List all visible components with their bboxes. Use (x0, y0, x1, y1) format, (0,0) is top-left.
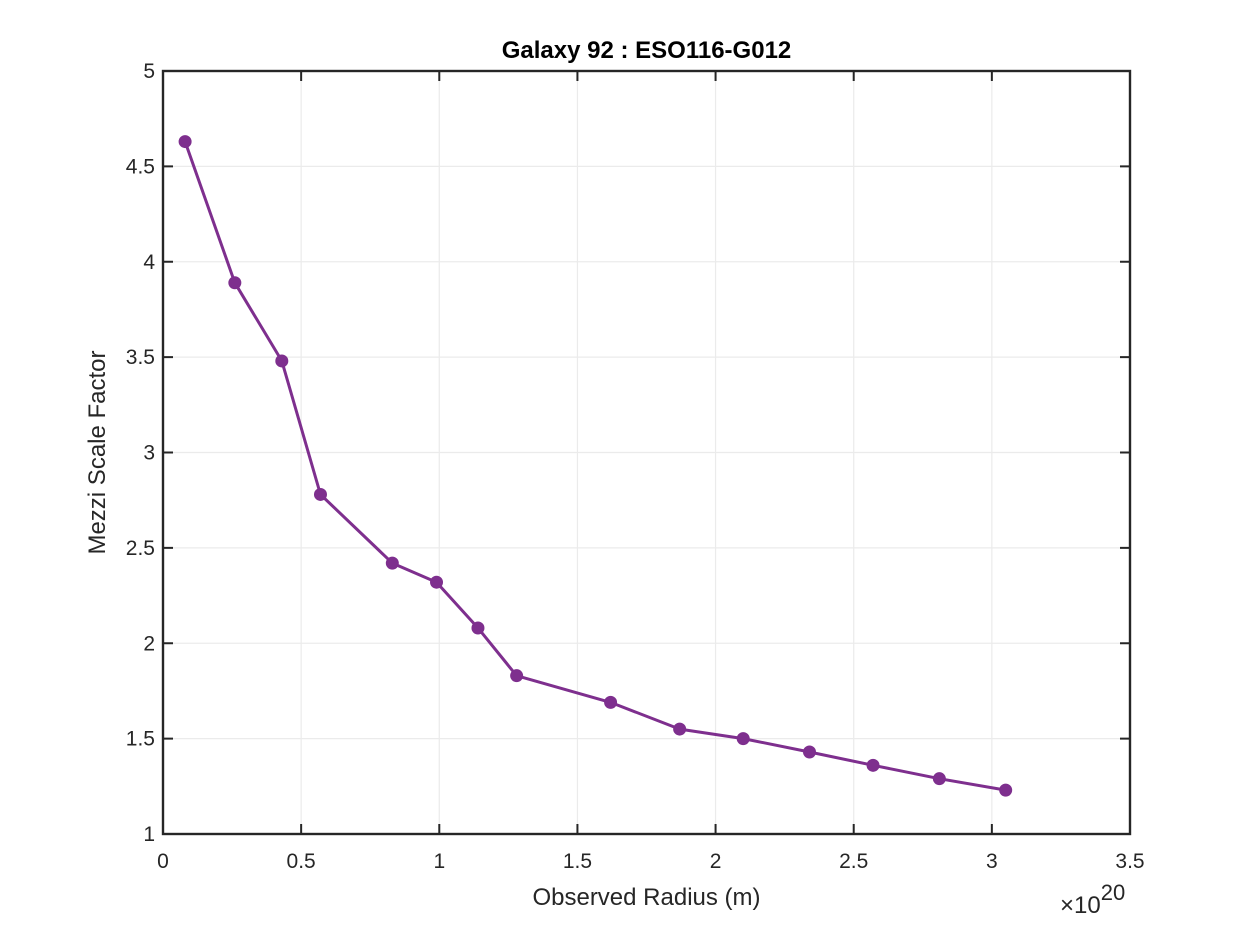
data-point (803, 745, 817, 759)
data-point (736, 732, 750, 746)
y-tick-label: 3 (143, 442, 155, 465)
y-tick-label: 1.5 (126, 728, 155, 751)
data-point (228, 276, 242, 290)
y-tick-label: 2.5 (126, 537, 155, 560)
data-point (430, 575, 444, 589)
data-point (385, 556, 399, 570)
x-tick-label: 0 (157, 850, 169, 873)
chart-title: Galaxy 92 : ESO116-G012 (502, 37, 792, 64)
data-point (471, 621, 485, 635)
x-multiplier: ×1020 (1060, 880, 1125, 919)
data-point (313, 487, 327, 501)
x-multiplier-exponent: 20 (1101, 880, 1125, 905)
labels: Galaxy 92 : ESO116-G012 Observed Radius … (84, 37, 1125, 919)
x-tick-label: 1 (433, 850, 445, 873)
y-tick-label: 1 (143, 823, 155, 846)
x-tick-label: 2.5 (839, 850, 868, 873)
x-axis-label: Observed Radius (m) (532, 884, 760, 911)
data-point (275, 354, 289, 368)
series (178, 135, 1013, 797)
data-point (866, 758, 880, 772)
x-tick-label: 3.5 (1115, 850, 1144, 873)
y-axis-label: Mezzi Scale Factor (84, 350, 111, 554)
axes: 0 0.5 1 1.5 2 2.5 3 3.5 1 1.5 2 2.5 3 3.5 4 4.5 5 (126, 60, 1145, 873)
x-multiplier-base: ×10 (1060, 892, 1101, 919)
x-tick-label: 2 (710, 850, 722, 873)
data-point (604, 695, 618, 709)
y-tick-label: 4.5 (126, 155, 155, 178)
x-tick-label: 1.5 (563, 850, 592, 873)
y-tick-label: 4 (143, 251, 155, 274)
x-tick-label: 3 (986, 850, 998, 873)
data-point (673, 722, 687, 736)
data-point (999, 783, 1013, 797)
data-point (932, 772, 946, 786)
y-tick-label: 2 (143, 632, 155, 655)
data-point (178, 135, 192, 149)
y-tick-label: 3.5 (126, 346, 155, 369)
x-tick-label: 0.5 (287, 850, 316, 873)
data-point (510, 669, 524, 683)
y-tick-label: 5 (143, 60, 155, 83)
